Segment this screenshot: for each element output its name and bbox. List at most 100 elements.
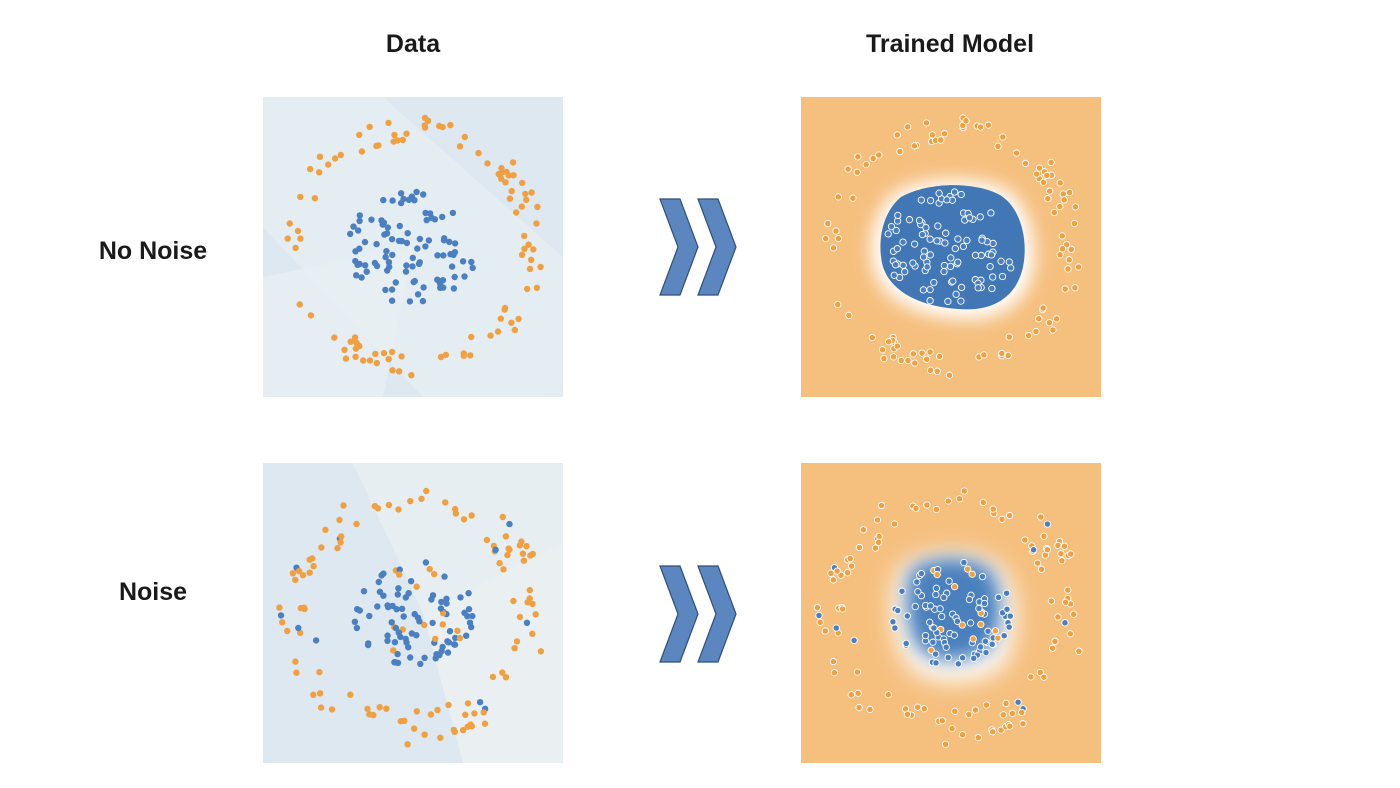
orange-point — [854, 153, 862, 161]
blue-point — [461, 273, 468, 280]
orange-point — [340, 502, 347, 509]
blue-point — [388, 236, 396, 243]
orange-point — [1033, 559, 1042, 567]
blue-point — [891, 261, 900, 269]
blue-point — [373, 240, 380, 248]
blue-point — [380, 570, 387, 577]
blue-point — [385, 259, 393, 266]
orange-point — [347, 338, 354, 345]
blue-point — [416, 235, 424, 243]
blue-point — [894, 211, 902, 220]
orange-point — [398, 353, 405, 360]
orange-point — [515, 315, 522, 323]
orange-point — [844, 569, 852, 577]
blue-point — [413, 188, 420, 196]
blue-point — [374, 603, 381, 610]
blue-point — [476, 699, 484, 706]
orange-point — [1050, 208, 1058, 217]
orange-point — [537, 648, 545, 655]
orange-point — [301, 605, 308, 613]
orange-point — [897, 356, 905, 365]
orange-point — [388, 348, 396, 356]
blue-point — [970, 654, 978, 662]
blue-point — [395, 237, 403, 245]
blue-point — [942, 229, 950, 237]
orange-point — [451, 728, 458, 735]
blue-point — [450, 251, 457, 259]
orange-point — [969, 635, 977, 643]
blue-point — [966, 619, 975, 627]
blue-point — [388, 286, 396, 293]
blue-point — [414, 291, 422, 298]
blue-point — [384, 224, 392, 231]
orange-point — [325, 161, 332, 168]
orange-point — [316, 668, 323, 676]
orange-point — [1035, 164, 1044, 172]
blue-point — [950, 631, 958, 639]
orange-point — [373, 359, 380, 367]
blue-point — [942, 643, 950, 651]
orange-point — [1036, 668, 1044, 677]
blue-point — [938, 612, 946, 621]
orange-point — [1024, 331, 1033, 340]
blue-point — [398, 605, 406, 612]
blue-point — [1005, 258, 1013, 266]
orange-point — [938, 717, 946, 725]
blue-point — [940, 593, 948, 602]
blue-point — [926, 297, 934, 305]
orange-point — [284, 235, 291, 242]
blue-point — [902, 639, 910, 648]
blue-point — [884, 230, 892, 238]
orange-point — [483, 536, 491, 544]
orange-point — [487, 332, 494, 339]
orange-point — [316, 153, 324, 160]
blue-point — [832, 624, 840, 632]
orange-point — [462, 711, 469, 718]
orange-point — [951, 707, 959, 715]
blue-point — [892, 226, 900, 235]
orange-point — [933, 570, 941, 579]
orange-point — [309, 555, 316, 562]
orange-point — [437, 734, 444, 741]
blue-point — [523, 619, 531, 626]
blue-point — [932, 659, 940, 667]
orange-point — [513, 209, 520, 216]
blue-point — [468, 623, 475, 631]
orange-point — [322, 526, 329, 533]
orange-point — [866, 705, 874, 714]
blue-point — [949, 277, 957, 285]
orange-point — [982, 701, 991, 709]
blue-point — [355, 227, 362, 234]
orange-point — [331, 155, 339, 162]
orange-point — [445, 701, 452, 709]
blue-point — [448, 263, 456, 270]
orange-point — [1005, 511, 1014, 520]
blue-point — [1002, 589, 1011, 597]
orange-point — [461, 133, 468, 141]
orange-point — [965, 710, 973, 719]
blue-point — [913, 578, 921, 586]
blue-point — [933, 237, 941, 245]
orange-point — [989, 505, 997, 513]
orange-point — [1060, 542, 1069, 550]
orange-point — [366, 711, 373, 718]
orange-point — [923, 501, 931, 509]
orange-point — [508, 187, 515, 195]
orange-point — [1035, 315, 1043, 323]
orange-point — [918, 349, 926, 357]
blue-point — [978, 236, 986, 244]
blue-point — [982, 648, 990, 657]
blue-point — [403, 239, 411, 247]
orange-point — [999, 133, 1007, 141]
blue-point — [987, 251, 996, 259]
orange-point — [317, 704, 325, 711]
orange-point — [893, 342, 901, 350]
blue-point — [976, 213, 984, 221]
blue-point — [898, 587, 906, 595]
orange-point — [338, 533, 345, 540]
orange-point — [1047, 158, 1055, 167]
blue-point — [360, 588, 368, 595]
orange-point — [529, 630, 536, 637]
orange-point — [832, 227, 840, 235]
blue-point — [815, 611, 823, 620]
